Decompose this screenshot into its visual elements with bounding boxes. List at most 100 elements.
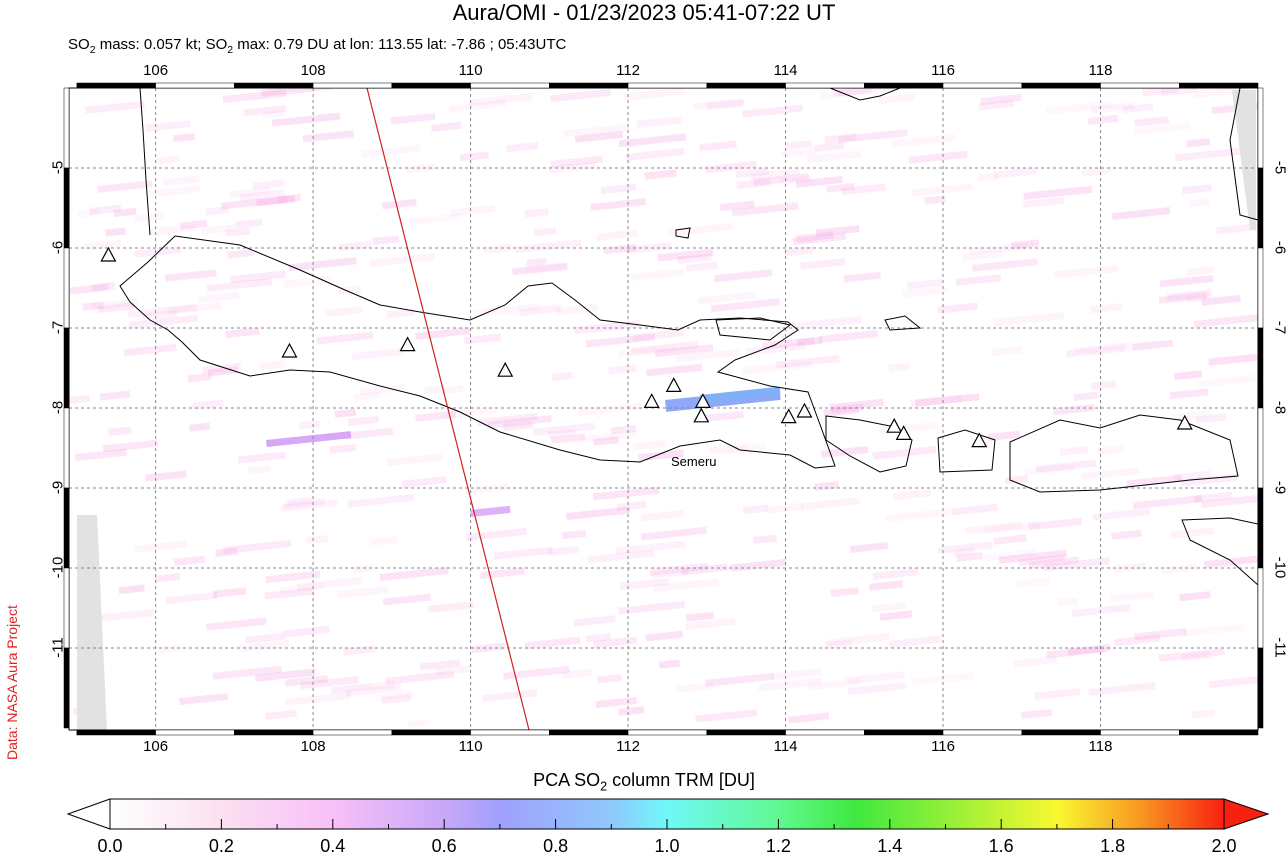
so2-pixel [908,151,967,164]
so2-pixel [618,706,644,716]
so2-pixel [70,284,109,295]
lon-tick-label: 108 [301,738,326,755]
so2-pixel [972,258,1038,272]
so2-pixel [346,428,394,440]
colorbar-title: PCA SO2 column TRM [DU] [0,770,1288,794]
lat-tick-label: -8 [1272,396,1288,420]
lat-tick-label: -6 [50,236,67,260]
so2-pixel [352,348,404,360]
so2-pixel [471,643,505,653]
frame-bar [64,648,69,728]
colorbar-tick-label: 1.4 [877,836,902,857]
so2-pixel [1192,709,1215,718]
so2-pixel [1112,207,1171,220]
so2-pixel-high [266,431,351,447]
so2-pixel [1060,446,1088,456]
volcano-triangle-icon [667,378,681,391]
so2-pixel [1189,199,1210,208]
frame-bar [549,83,628,88]
so2-pixel [601,184,637,195]
volcano-triangle-icon [782,410,796,423]
so2-pixel [227,249,253,259]
so2-pixel [686,612,714,622]
colorbar-tick-label: 1.0 [654,836,679,857]
so2-pixel [383,594,431,606]
so2-pixel [306,535,328,544]
so2-pixel [878,422,937,435]
so2-pixel [150,185,200,197]
frame-bar [864,83,943,88]
so2-pixel [223,540,292,554]
so2-pixel [819,330,879,343]
lat-tick-label: -9 [50,476,67,500]
so2-pixel [1110,591,1154,602]
colorbar-under-arrow [68,799,110,829]
so2-pixel [1183,623,1245,636]
so2-pixel-high [470,506,511,517]
so2-pixel [1053,404,1094,415]
frame-bar [1258,248,1263,328]
so2-pixel [1054,265,1118,279]
so2-pixel [641,527,707,541]
lat-tick-label: -10 [50,556,67,580]
so2-pixel [390,113,435,125]
so2-pixel [380,567,449,581]
so2-pixel [893,489,931,500]
frame-bar [1258,88,1263,168]
so2-pixel [831,587,859,597]
so2-pixel [1133,495,1203,509]
frame-bar [1258,408,1263,488]
so2-pixel [325,306,362,317]
so2-pixel [460,151,489,161]
so2-pixel [956,274,1001,286]
so2-pixel [361,145,420,158]
so2-pixel [994,167,1036,178]
so2-pixel [302,130,353,142]
so2-pixel [850,542,888,553]
so2-pixel [730,559,786,572]
so2-pixel [339,241,372,251]
volcano-triangle-icon [797,404,811,417]
volcano-triangle-icon [972,434,986,447]
so2-pixel [163,175,200,186]
so2-pixel [551,372,573,381]
so2-pixel [1090,303,1123,313]
so2-pixel [695,709,757,722]
so2-pixel [633,329,684,341]
so2-pixel [297,577,362,591]
lon-tick-label: 112 [616,738,640,755]
so2-pixel [714,269,772,282]
so2-pixel [640,510,683,521]
frame-bar [234,83,313,88]
so2-pixel [316,332,373,345]
so2-pixel [265,710,297,720]
so2-pixel [879,93,916,104]
so2-pixel [354,391,381,401]
volcano-triangle-icon [498,363,512,376]
so2-pixel [238,452,286,464]
so2-pixel [450,205,495,217]
so2-pixel [699,141,737,152]
so2-pixel [465,483,508,494]
so2-pixel [888,635,941,647]
frame-bar [628,730,707,735]
colorbar-tick-label: 1.2 [766,836,791,857]
frame-bar [1022,83,1101,88]
so2-pixel [1088,682,1156,696]
bali-coastline [826,416,912,472]
so2-pixel [124,344,177,356]
so2-pixel [771,668,822,680]
so2-pixel [135,212,164,222]
frame-bar [628,83,707,88]
lat-tick-label: -5 [50,156,67,180]
so2-pixel [879,610,912,620]
so2-pixel [1196,374,1259,388]
so2-pixel [596,697,637,708]
so2-pixel [550,89,611,102]
so2-pixel [1028,518,1082,531]
sumatra-coastline [140,88,150,235]
so2-pixel [353,564,374,573]
so2-pixel [843,272,881,283]
lon-tick-label: 110 [459,62,483,79]
volcano-label-semeru: Semeru [671,454,717,469]
